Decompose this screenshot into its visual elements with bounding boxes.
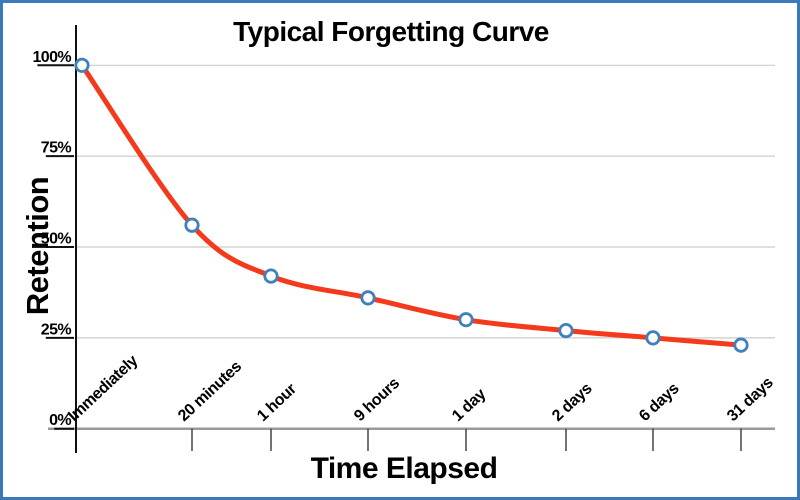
data-point-marker bbox=[184, 217, 200, 233]
x-tick-label: 1 day bbox=[449, 386, 489, 425]
data-point-marker bbox=[360, 290, 376, 306]
chart-title: Typical Forgetting Curve bbox=[233, 16, 549, 47]
data-point-marker bbox=[645, 330, 661, 346]
y-axis-title: Retention bbox=[20, 176, 55, 316]
data-point-marker bbox=[74, 57, 90, 73]
y-tick-label: 50% bbox=[41, 231, 72, 248]
x-axis-title: Time Elapsed bbox=[310, 452, 498, 485]
x-tick-label: 6 days bbox=[636, 380, 683, 425]
x-tick-label: 2 days bbox=[549, 380, 596, 425]
x-tick-label: 31 days bbox=[724, 374, 777, 425]
data-point-marker bbox=[263, 268, 279, 284]
data-point-marker bbox=[558, 322, 574, 339]
data-point-marker bbox=[733, 337, 749, 353]
data-point-marker bbox=[458, 312, 474, 328]
y-tick-label: 100% bbox=[32, 49, 71, 66]
x-tick-label: 9 hours bbox=[351, 375, 403, 425]
plot-area: 0%25%50%75%100%Immediately 20 minutes 1 ho… bbox=[32, 25, 777, 453]
y-tick-label: 25% bbox=[41, 321, 72, 338]
y-tick-label: 0% bbox=[49, 412, 71, 429]
x-tick-label: 1 hour bbox=[254, 381, 300, 425]
x-tick-label: 20 minutes bbox=[175, 358, 245, 425]
y-tick-label: 75% bbox=[41, 140, 72, 157]
retention-curve bbox=[79, 62, 744, 348]
